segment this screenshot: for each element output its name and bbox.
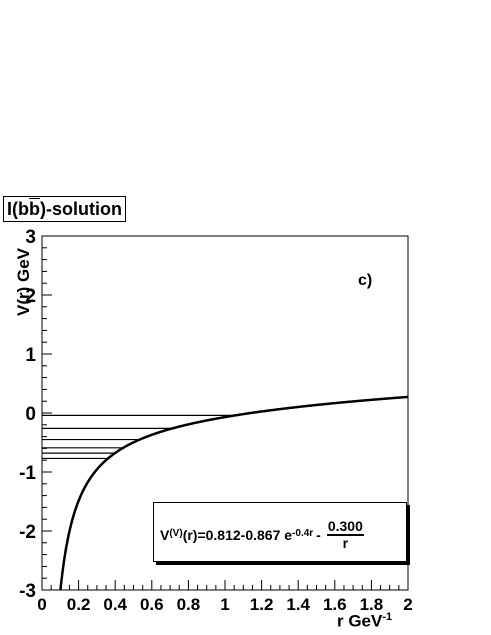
axis-ticks: 0 0.2 0.4 0.6 0.8 1 1.2 1.4 1.6 1.8 2 -3 -2 -1 0 1 2 3 <box>19 227 413 614</box>
panel-label: c) <box>358 272 373 289</box>
x-tick-label: 1.2 <box>250 595 274 614</box>
energy-levels <box>42 414 236 460</box>
x-axis-label-base: r GeV <box>337 611 383 631</box>
title-prefix: I(b <box>7 199 29 219</box>
x-tick-label: 1 <box>220 595 229 614</box>
formula-exp-sup: -0.4r <box>292 527 314 539</box>
x-tick-label: 1.6 <box>323 595 347 614</box>
x-axis-label: r GeV-1 <box>337 611 392 632</box>
y-tick-label: -2 <box>19 522 36 543</box>
x-tick-label: 0.4 <box>103 595 127 614</box>
formula-lhs-base: V <box>160 527 170 543</box>
x-tick-label: 0.2 <box>67 595 91 614</box>
y-tick-label: 2 <box>25 286 36 307</box>
formula-legend: V (V) (r)=0.812-0.867 e -0.4r - 0.300 r <box>153 502 407 562</box>
y-tick-label: 1 <box>25 345 36 366</box>
x-tick-label: 1.4 <box>286 595 310 614</box>
formula-frac-num: 0.300 <box>326 518 364 536</box>
chart-title: I(bb)-solution <box>3 196 126 222</box>
x-tick-label: 0.6 <box>140 595 164 614</box>
y-tick-label: -3 <box>19 581 36 602</box>
potential-curve <box>59 395 409 590</box>
formula-fraction: 0.300 r <box>326 518 364 551</box>
title-suffix: )-solution <box>40 199 122 219</box>
x-tick-label: 0.8 <box>177 595 201 614</box>
y-axis-label: V(r) GeV <box>14 247 33 317</box>
x-tick-label: 0 <box>37 595 46 614</box>
formula-lhs-sup: (V) <box>169 527 183 539</box>
title-bbar: b <box>29 199 40 219</box>
formula-minus: - <box>316 527 321 543</box>
y-tick-label: 3 <box>25 227 36 248</box>
x-tick-label: 1.8 <box>360 595 384 614</box>
y-tick-label: -1 <box>19 463 36 484</box>
y-tick-label: 0 <box>25 404 36 425</box>
x-tick-label: 2 <box>403 595 412 614</box>
x-axis-label-exp: -1 <box>382 611 393 623</box>
formula-text: V (V) (r)=0.812-0.867 e -0.4r - 0.300 r <box>160 519 364 551</box>
formula-lhs-tail: (r)=0.812-0.867 e <box>182 527 293 543</box>
formula-frac-den: r <box>342 535 349 551</box>
